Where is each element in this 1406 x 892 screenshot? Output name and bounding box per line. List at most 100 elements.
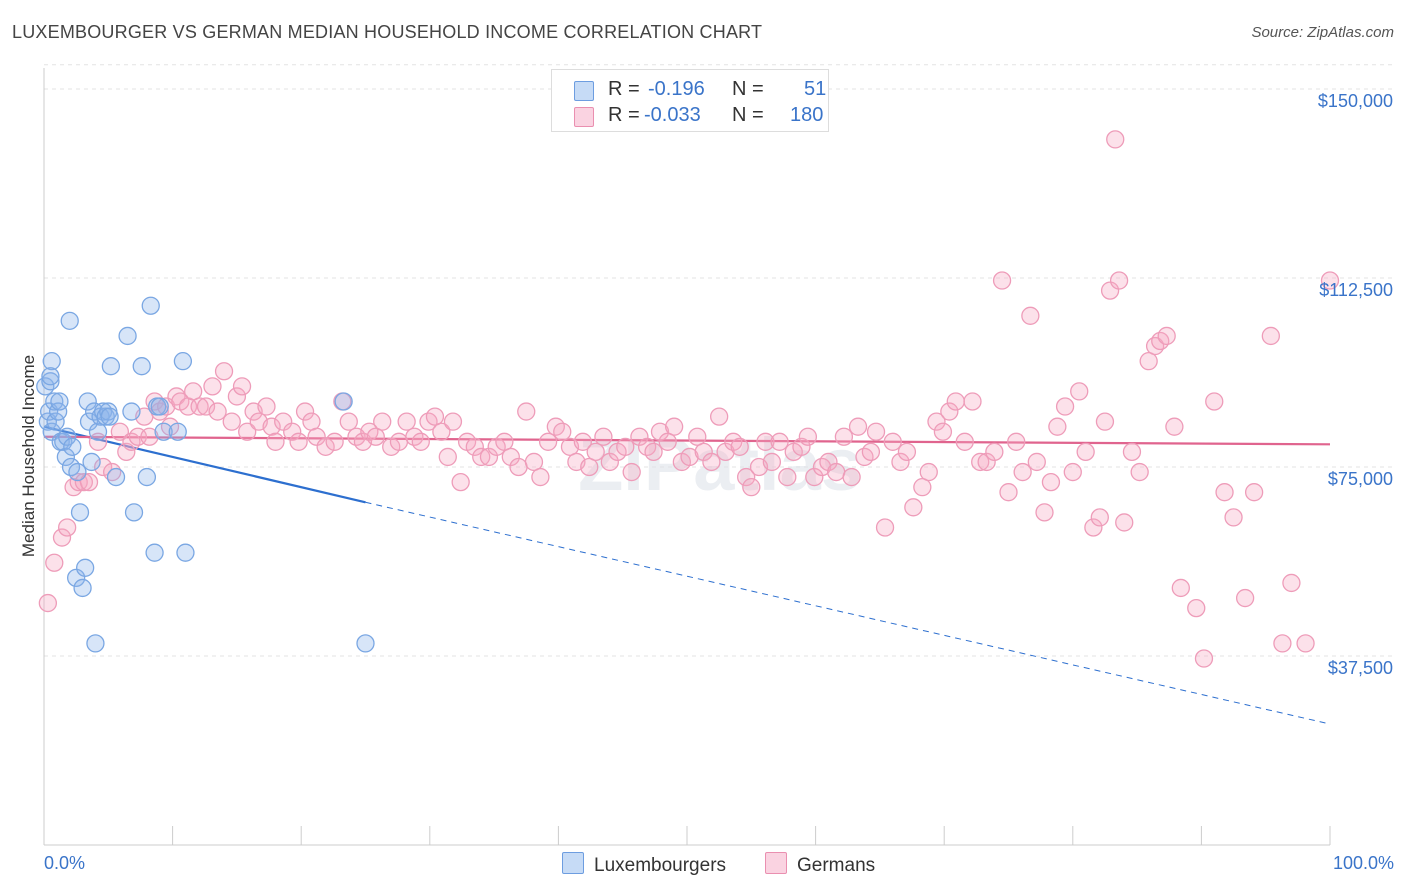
luxembourger-point [41, 367, 60, 386]
german-point [432, 422, 451, 441]
german-point [289, 432, 308, 451]
german-point [397, 412, 416, 431]
german-point [999, 483, 1018, 502]
german-point [524, 452, 544, 472]
x-tick-label: 100.0% [1333, 853, 1394, 873]
german-point [1109, 271, 1129, 290]
german-point [1048, 417, 1067, 436]
german-point [1244, 483, 1264, 502]
german-point [573, 432, 592, 451]
series-name: Luxembourgers [594, 855, 727, 876]
german-point [1122, 442, 1142, 462]
luxembourger-point [137, 467, 157, 487]
german-point [257, 397, 276, 416]
german-point [1076, 442, 1095, 462]
german-point [538, 432, 558, 451]
legend-swatch-pink [574, 107, 594, 127]
german-point [940, 402, 959, 421]
german-point [208, 402, 227, 421]
german-point [1106, 130, 1125, 149]
german-point [955, 432, 974, 451]
german-point [517, 402, 536, 421]
series-legend-germans: Germans [765, 852, 875, 877]
luxembourger-point [100, 407, 119, 426]
axes [43, 68, 1331, 846]
german-point [389, 432, 409, 451]
german-point [339, 412, 358, 431]
luxembourger-point [57, 427, 77, 446]
german-point [742, 478, 761, 497]
german-point [74, 472, 94, 492]
german-point [184, 382, 203, 401]
german-point [196, 397, 216, 416]
german-point [425, 407, 445, 426]
german-point [52, 528, 72, 547]
german-point [262, 417, 281, 436]
german-trendline [43, 435, 1331, 446]
legend-n-value: 180 [790, 104, 824, 126]
german-point [238, 422, 257, 441]
german-point [232, 377, 252, 396]
luxembourger-point [154, 422, 173, 441]
german-point [919, 462, 938, 482]
luxembourger-point [70, 503, 90, 522]
german-point [531, 467, 550, 487]
german-point [762, 452, 782, 472]
german-point [842, 467, 861, 487]
german-point [688, 427, 707, 446]
luxembourger-point [42, 352, 61, 371]
luxembourger-point [101, 357, 121, 376]
german-point [866, 422, 886, 441]
german-point [79, 472, 99, 492]
y-tick-label: $37,500 [1328, 658, 1393, 678]
german-point [827, 462, 846, 482]
german-point [214, 362, 234, 381]
luxembourger-point [88, 422, 108, 441]
luxembourger-point [63, 437, 82, 456]
trendlines [43, 425, 1331, 725]
german-point [57, 518, 77, 537]
luxembourger-point [86, 634, 105, 653]
luxembourger-point [124, 503, 144, 522]
german-point [875, 518, 895, 537]
german-point [1224, 508, 1243, 527]
german-point [622, 462, 641, 482]
german-point [1187, 598, 1206, 618]
german-point [963, 392, 982, 411]
german-point [1139, 352, 1158, 371]
luxembourger-point [118, 326, 137, 346]
luxembourger-point [56, 447, 76, 467]
german-point [266, 432, 285, 451]
source-label: Source: ZipAtlas.com [1251, 24, 1394, 41]
luxembourger-point [168, 422, 187, 441]
luxembourger-point [73, 578, 92, 598]
german-point [227, 387, 247, 406]
german-point [1063, 462, 1082, 482]
luxembourger-point [50, 392, 69, 411]
german-point [702, 452, 721, 472]
luxembourger-point [45, 392, 64, 411]
german-point [1320, 271, 1340, 290]
legend-n-label: N = [732, 104, 764, 126]
german-point [658, 432, 677, 451]
german-point [443, 412, 463, 431]
x-tick-label: 0.0% [44, 853, 85, 873]
y-tick-label: $150,000 [1318, 91, 1393, 111]
german-point [680, 447, 699, 467]
german-point [1282, 573, 1301, 593]
german-point [495, 432, 514, 451]
german-point [509, 457, 528, 477]
german-point [834, 427, 854, 446]
german-point [594, 427, 613, 446]
german-point [644, 442, 663, 462]
german-point [756, 432, 775, 451]
y-tick-label: $112,500 [1319, 280, 1393, 300]
german-point [1215, 483, 1234, 502]
german-point [798, 427, 818, 446]
german-point [1035, 503, 1054, 522]
legend-n-label: N = [732, 78, 764, 100]
german-point [710, 407, 729, 426]
german-point [1130, 462, 1149, 482]
german-point [1021, 306, 1040, 325]
